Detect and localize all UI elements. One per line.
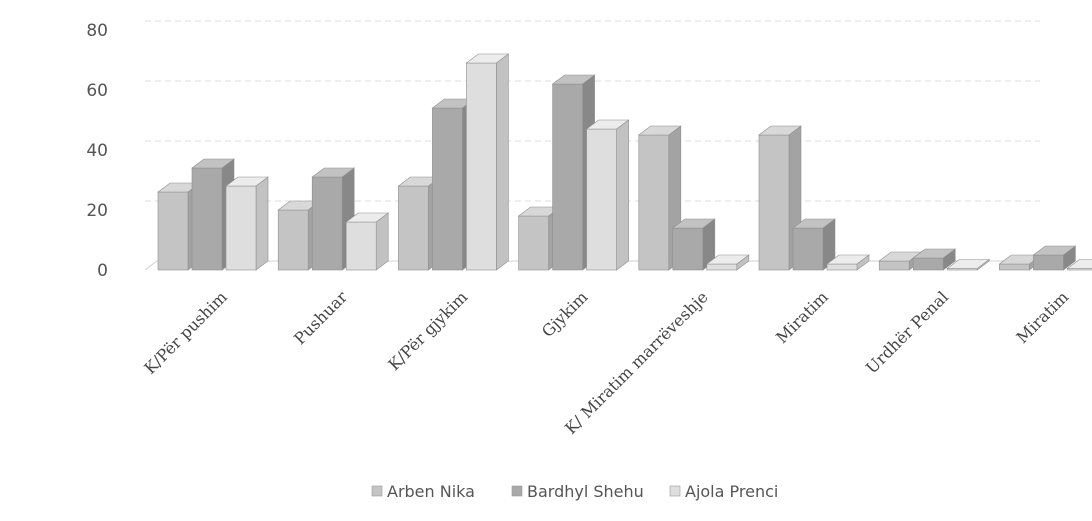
x-axis-tick-labels: K/Për pushim Pushuar K/Për gjykim GjykimK/ … [140,287,1072,438]
bar-top [345,212,390,223]
bar-front [999,263,1030,271]
bar-top [671,218,716,229]
bar-top [1066,259,1092,269]
bar [912,248,957,271]
bar-side [496,53,509,271]
bar-front [638,134,670,271]
bar-front [191,167,223,271]
bar-front [758,134,790,271]
bar [671,218,716,271]
bar [551,74,596,271]
bar-front [792,227,824,271]
bar-top [946,259,991,269]
bar-top [758,125,802,136]
bar-side [616,119,629,271]
bar-top [191,158,235,169]
y-axis-tick-labels: 0 20 40 60 80 [86,21,108,281]
legend: Arben Nika Bardhyl Shehu Ajola Prenci [371,482,778,501]
bar-front [157,191,189,271]
bar-top [912,248,957,259]
x-tick-label: Miratim [772,287,832,347]
bar-front [225,185,257,271]
bar [345,212,390,271]
x-tick-label: Gjykim [538,287,592,341]
bar-front [466,62,497,271]
bar-front [672,227,704,271]
bar-top [705,254,750,265]
bar-front [826,263,858,271]
bar [946,258,991,271]
x-tick-label: Miratim [1013,287,1073,347]
x-tick-label: K/Për pushim [140,287,230,377]
bar-front [398,185,429,271]
bar-front [518,215,549,271]
y-tick-label: 0 [97,261,108,281]
bar-front [345,221,377,271]
bar-top [465,53,510,64]
x-tick-label: Urdhër Penal [862,287,952,377]
bar-front [1033,254,1064,271]
bar-top [792,218,836,229]
y-tick-label: 60 [86,81,108,101]
bar [758,125,802,271]
bar [585,119,630,271]
bar-top [225,176,269,187]
bar-top [826,254,870,265]
bars [157,53,1092,271]
y-tick-label: 40 [86,141,108,161]
bar-top [1032,245,1077,256]
bar-front [277,209,309,271]
bar-top [585,119,630,130]
legend-label: Bardhyl Shehu [527,482,644,501]
legend-swatch [511,485,523,497]
bar-front [586,128,617,271]
bar-top [637,125,682,136]
bar [792,218,836,271]
bar [705,254,750,271]
bar-side [255,176,269,271]
bar-front [912,257,944,271]
x-tick-label: Pushuar [290,287,351,348]
bar-front [432,107,463,271]
y-tick-label: 20 [86,201,108,221]
bar-front [552,83,583,271]
x-tick-label: K/Për gjykim [384,287,471,374]
bar [465,53,510,271]
legend-swatch [371,485,383,497]
bar [225,176,269,271]
bar [311,167,356,271]
bar-front [706,263,738,271]
bar-side [375,212,389,271]
x-tick-label: K/ Miratim marrëveshje [561,287,712,438]
bar-top [551,74,596,85]
bar-top [311,167,356,178]
y-tick-label: 80 [86,21,108,41]
legend-label: Arben Nika [387,482,475,501]
legend-label: Ajola Prenci [685,482,778,501]
bar [826,254,870,271]
bar-front [311,176,343,271]
legend-swatch [669,485,681,497]
bar [1066,259,1092,271]
bar [1032,245,1077,271]
bar-front [878,260,910,271]
